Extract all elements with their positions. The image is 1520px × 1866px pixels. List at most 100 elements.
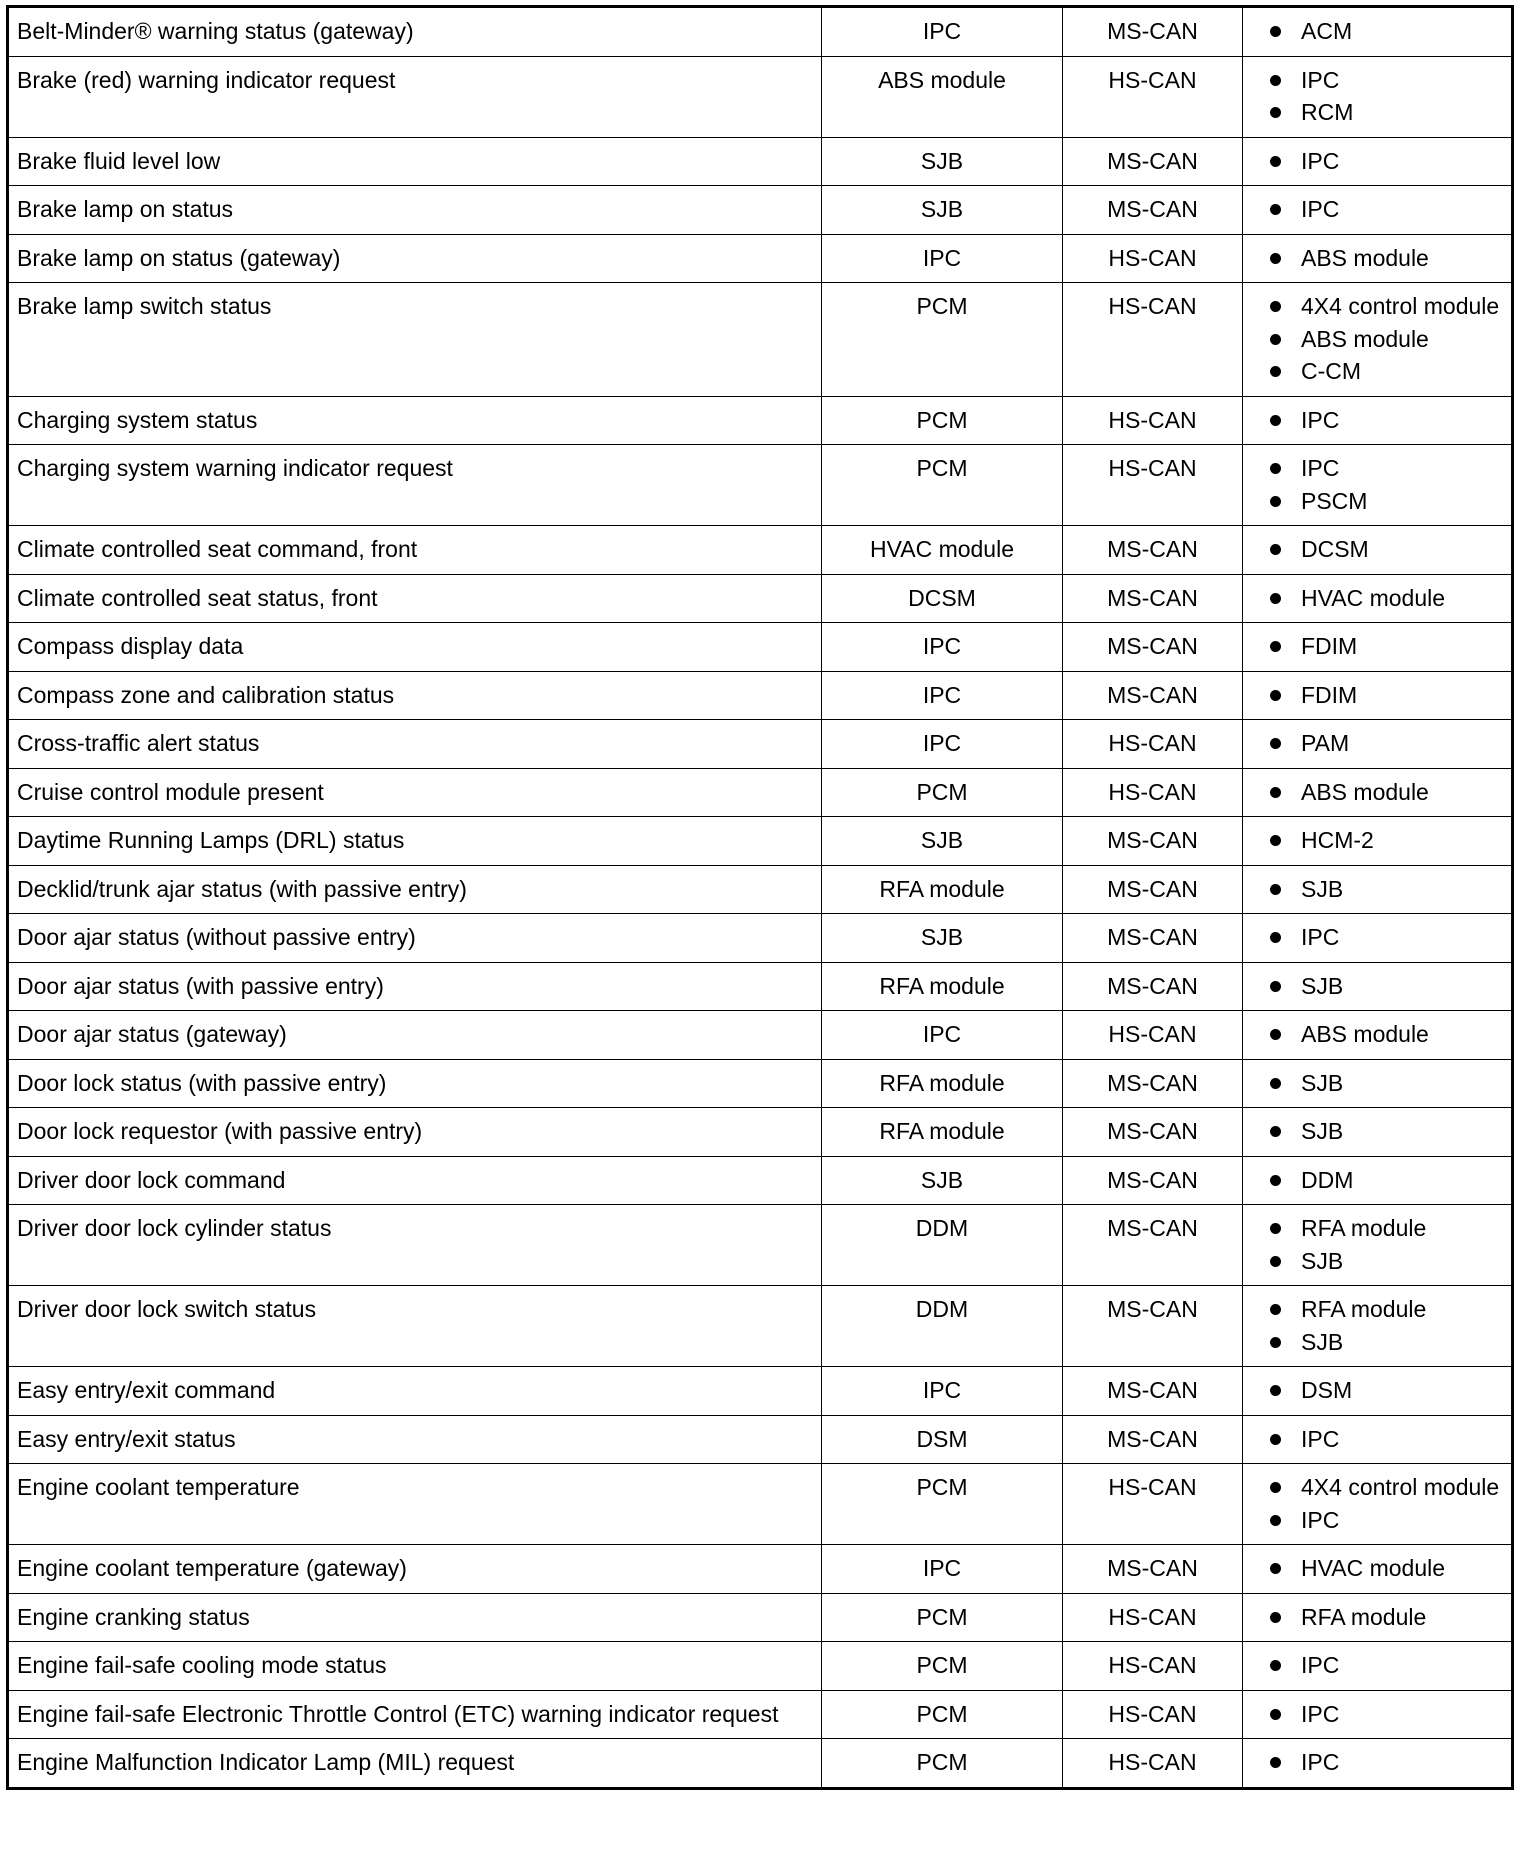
receiver-label: C-CM bbox=[1301, 358, 1362, 384]
originator-cell: ABS module bbox=[821, 55, 1063, 138]
bullet-icon bbox=[1270, 1660, 1281, 1671]
receivers-cell: FDIM bbox=[1242, 622, 1513, 672]
receivers-cell: HVAC module bbox=[1242, 1544, 1513, 1594]
receivers-cell: RFA module bbox=[1242, 1592, 1513, 1642]
network-cell: MS-CAN bbox=[1062, 670, 1243, 720]
table-row: Cruise control module present PCM HS-CAN AB… bbox=[7, 767, 1513, 817]
network-cell: HS-CAN bbox=[1062, 1641, 1243, 1691]
receiver-label: ABS module bbox=[1301, 1021, 1429, 1047]
network-cell: HS-CAN bbox=[1062, 1463, 1243, 1545]
receiver-list: IPC bbox=[1243, 404, 1503, 437]
bullet-icon bbox=[1270, 1757, 1281, 1768]
receiver-list: RFA module bbox=[1243, 1601, 1503, 1634]
network-cell: MS-CAN bbox=[1062, 1285, 1243, 1367]
bullet-icon bbox=[1270, 463, 1281, 474]
message-cell: Brake lamp on status bbox=[7, 185, 822, 235]
message-cell: Brake (red) warning indicator request bbox=[7, 55, 822, 138]
message-cell: Engine coolant temperature (gateway) bbox=[7, 1544, 822, 1594]
receiver-list: SJB bbox=[1243, 1067, 1503, 1100]
receiver-item: ABS module bbox=[1243, 1018, 1503, 1051]
receivers-cell: HVAC module bbox=[1242, 573, 1513, 623]
table-row: Driver door lock command SJB MS-CAN DDM bbox=[7, 1155, 1513, 1205]
receiver-list: 4X4 control module ABS module C-CM bbox=[1243, 290, 1503, 388]
network-cell: MS-CAN bbox=[1062, 1107, 1243, 1157]
bullet-icon bbox=[1270, 641, 1281, 652]
network-cell: MS-CAN bbox=[1062, 1204, 1243, 1286]
receiver-item: RFA module bbox=[1243, 1601, 1503, 1634]
bullet-icon bbox=[1270, 414, 1281, 426]
receiver-item: IPC bbox=[1243, 1746, 1503, 1779]
receiver-list: IPC bbox=[1243, 921, 1503, 954]
originator-cell: PCM bbox=[821, 1463, 1063, 1545]
bullet-icon bbox=[1270, 107, 1281, 118]
receiver-item: RFA module bbox=[1243, 1212, 1503, 1245]
originator-cell: DSM bbox=[821, 1414, 1063, 1464]
table-row: Engine coolant temperature PCM HS-CAN 4X4 c… bbox=[7, 1463, 1513, 1545]
receiver-list: HCM-2 bbox=[1243, 824, 1503, 857]
receiver-label: 4X4 control module bbox=[1301, 293, 1500, 319]
receiver-item: IPC bbox=[1243, 64, 1503, 97]
receiver-item: RCM bbox=[1243, 96, 1503, 129]
receiver-list: FDIM bbox=[1243, 679, 1503, 712]
receiver-label: SJB bbox=[1301, 1069, 1344, 1096]
originator-cell: HVAC module bbox=[821, 525, 1063, 575]
originator-cell: IPC bbox=[821, 233, 1063, 283]
receiver-label: SJB bbox=[1301, 1247, 1344, 1274]
receiver-item: IPC bbox=[1243, 452, 1503, 485]
message-cell: Climate controlled seat status, front bbox=[7, 573, 822, 623]
receivers-cell: SJB bbox=[1242, 864, 1513, 914]
bullet-icon bbox=[1270, 333, 1281, 345]
bullet-icon bbox=[1270, 252, 1281, 264]
table-row: Brake lamp on status (gateway) IPC HS-CAN A… bbox=[7, 233, 1513, 283]
table-row: Engine cranking status PCM HS-CAN RFA modul… bbox=[7, 1592, 1513, 1642]
receiver-list: DCSM bbox=[1243, 533, 1503, 566]
receivers-cell: RFA module SJB bbox=[1242, 1204, 1513, 1286]
table-row: Engine coolant temperature (gateway) IPC M… bbox=[7, 1544, 1513, 1594]
message-cell: Compass display data bbox=[7, 622, 822, 672]
table-row: Driver door lock switch status DDM MS-CAN R… bbox=[7, 1285, 1513, 1367]
receiver-list: IPC bbox=[1243, 1746, 1503, 1779]
network-cell: HS-CAN bbox=[1062, 395, 1243, 445]
receiver-label: RFA module bbox=[1301, 1603, 1427, 1630]
bullet-icon bbox=[1270, 835, 1281, 846]
network-cell: MS-CAN bbox=[1062, 816, 1243, 866]
receivers-cell: DCSM bbox=[1242, 525, 1513, 575]
receiver-list: FDIM bbox=[1243, 630, 1503, 663]
receiver-label: IPC bbox=[1301, 406, 1340, 433]
receiver-label: ABS module bbox=[1301, 325, 1429, 352]
bullet-icon bbox=[1270, 204, 1281, 215]
originator-cell: IPC bbox=[821, 1010, 1063, 1060]
network-cell: HS-CAN bbox=[1062, 282, 1243, 397]
receiver-list: 4X4 control module IPC bbox=[1243, 1471, 1503, 1536]
originator-cell: PCM bbox=[821, 282, 1063, 397]
message-cell: Driver door lock switch status bbox=[7, 1285, 822, 1367]
message-cell: Charging system status bbox=[7, 395, 822, 445]
message-cell: Brake fluid level low bbox=[7, 136, 822, 186]
receiver-item: IPC bbox=[1243, 145, 1503, 178]
receiver-label: RFA module bbox=[1301, 1296, 1427, 1322]
receiver-list: SJB bbox=[1243, 873, 1503, 906]
message-cell: Belt-Minder® warning status (gateway) bbox=[7, 6, 822, 57]
message-cell: Door ajar status (with passive entry) bbox=[7, 961, 822, 1011]
network-cell: MS-CAN bbox=[1062, 622, 1243, 672]
table-row: Compass display data IPC MS-CAN FDIM bbox=[7, 622, 1513, 672]
receiver-item: SJB bbox=[1243, 1115, 1503, 1148]
message-cell: Brake lamp on status (gateway) bbox=[7, 233, 822, 283]
network-cell: HS-CAN bbox=[1062, 1592, 1243, 1642]
receiver-item: C-CM bbox=[1243, 355, 1503, 388]
originator-cell: PCM bbox=[821, 1592, 1063, 1642]
receiver-list: IPC PSCM bbox=[1243, 452, 1503, 517]
bullet-icon bbox=[1270, 1304, 1281, 1315]
originator-cell: PCM bbox=[821, 767, 1063, 817]
receivers-cell: IPC bbox=[1242, 913, 1513, 963]
receiver-label: HVAC module bbox=[1301, 1555, 1446, 1581]
message-cell: Engine fail-safe cooling mode status bbox=[7, 1641, 822, 1691]
table-row: Charging system warning indicator reques… bbox=[7, 444, 1513, 526]
receiver-label: FDIM bbox=[1301, 633, 1358, 659]
receiver-list: ACM bbox=[1243, 15, 1503, 48]
receiver-item: FDIM bbox=[1243, 630, 1503, 663]
receiver-item: DSM bbox=[1243, 1374, 1503, 1407]
message-cell: Cross-traffic alert status bbox=[7, 719, 822, 769]
originator-cell: RFA module bbox=[821, 1107, 1063, 1157]
message-cell: Brake lamp switch status bbox=[7, 282, 822, 397]
